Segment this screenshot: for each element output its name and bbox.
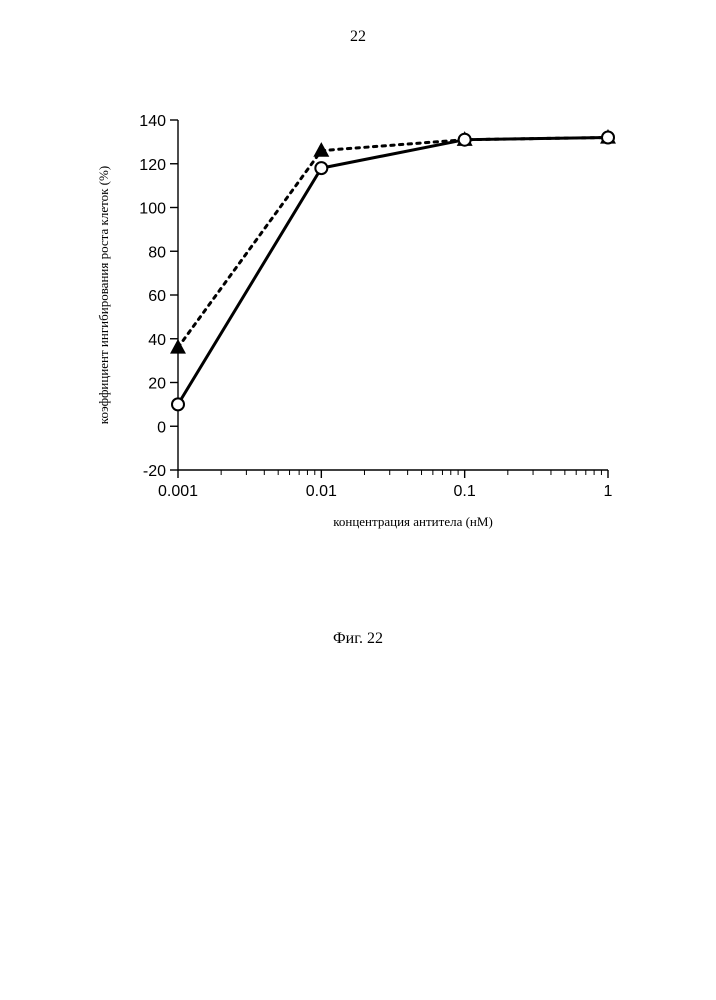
- figure-caption: Фиг. 22: [0, 630, 716, 648]
- page: 22 -20 0 20 40 60 80 100 120 140 0.001 0.01 0.1 1 коэ…: [0, 0, 716, 1000]
- svg-text:0.1: 0.1: [454, 483, 476, 500]
- svg-text:0: 0: [157, 419, 166, 436]
- svg-text:20: 20: [148, 376, 166, 393]
- svg-text:100: 100: [139, 201, 166, 218]
- svg-text:60: 60: [148, 288, 166, 305]
- svg-text:40: 40: [148, 332, 166, 349]
- page-number: 22: [0, 28, 716, 46]
- svg-text:120: 120: [139, 157, 166, 174]
- svg-text:80: 80: [148, 244, 166, 261]
- svg-text:-20: -20: [143, 463, 166, 480]
- svg-text:0.01: 0.01: [306, 483, 337, 500]
- svg-text:1: 1: [604, 483, 613, 500]
- svg-text:концентрация антитела (нМ): концентрация антитела (нМ): [333, 514, 493, 529]
- svg-text:140: 140: [139, 113, 166, 130]
- svg-text:0.001: 0.001: [158, 483, 198, 500]
- chart-svg: -20 0 20 40 60 80 100 120 140 0.001 0.01 0.1 1 коэффи…: [90, 110, 630, 550]
- chart-container: -20 0 20 40 60 80 100 120 140 0.001 0.01 0.1 1 коэффи…: [90, 110, 630, 550]
- svg-text:коэффициент ингибирования рост: коэффициент ингибирования роста клеток (…: [96, 166, 111, 424]
